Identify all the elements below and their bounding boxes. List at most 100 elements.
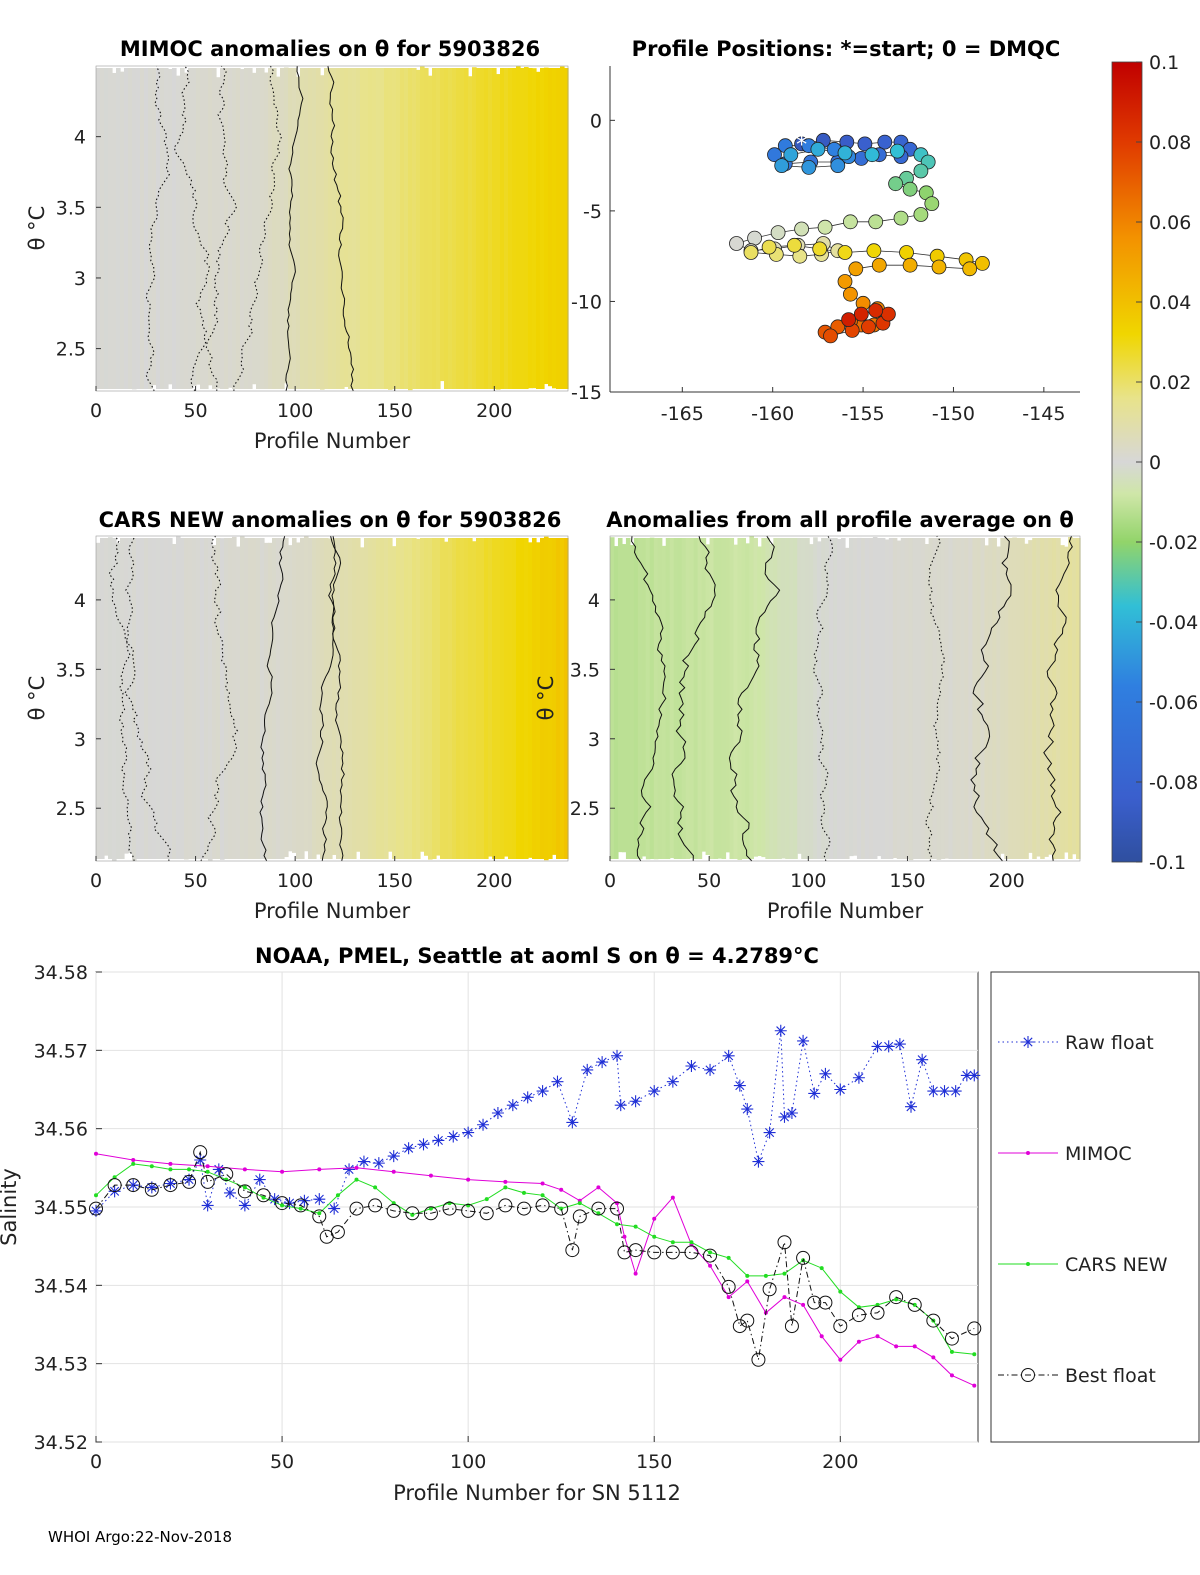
heatmap-column xyxy=(188,538,193,859)
star-marker xyxy=(462,1126,475,1139)
heatmap-column xyxy=(440,538,445,859)
heatmap-column xyxy=(212,68,217,389)
heatmap-column xyxy=(821,538,826,859)
heatmap-column xyxy=(296,76,301,389)
star-marker xyxy=(905,1100,918,1113)
colorbar-tick-label: -0.06 xyxy=(1149,692,1198,714)
positions-title: Profile Positions: *=start; 0 = DMQC xyxy=(632,37,1061,61)
circle-marker xyxy=(967,1321,982,1336)
star-marker xyxy=(145,1181,158,1194)
heatmap-column xyxy=(168,69,173,385)
heatmap-column xyxy=(1040,538,1045,859)
heatmap-column xyxy=(448,68,453,389)
dot-marker xyxy=(763,1273,768,1278)
star-marker xyxy=(566,1116,579,1129)
x-tick-label: 200 xyxy=(476,870,512,892)
heatmap-column xyxy=(1076,538,1081,859)
dot-marker xyxy=(931,1355,936,1360)
heatmap-column xyxy=(312,68,317,389)
heatmap-column xyxy=(829,538,834,859)
contour-line xyxy=(108,535,172,862)
dot-marker xyxy=(652,1216,657,1221)
heatmap-column xyxy=(220,68,225,389)
heatmap-column xyxy=(532,538,537,859)
heatmap-column xyxy=(472,67,477,389)
heatmap-column xyxy=(512,68,517,389)
heatmap-column xyxy=(176,536,181,859)
heatmap-column xyxy=(1060,545,1065,859)
heatmap-column xyxy=(845,547,850,859)
profile-marker xyxy=(747,230,762,246)
colorbar-tick-label: 0.06 xyxy=(1149,212,1191,234)
cars-contours xyxy=(108,535,345,862)
y-tick-label: -15 xyxy=(571,382,602,404)
heatmap-column xyxy=(276,76,281,390)
heatmap-column xyxy=(1028,540,1033,853)
heatmap-column xyxy=(868,538,874,859)
circle-marker xyxy=(368,1198,383,1213)
profile-marker xyxy=(888,176,903,192)
contour-line xyxy=(728,535,781,862)
profile-marker xyxy=(823,328,838,344)
circle-marker xyxy=(126,1178,141,1193)
star-marker xyxy=(477,1118,490,1131)
circle-marker xyxy=(870,1305,885,1320)
heatmap-column xyxy=(948,538,954,859)
profile-marker xyxy=(866,243,882,259)
heatmap-column xyxy=(681,538,687,859)
heatmap-column xyxy=(524,538,529,859)
heatmap-column xyxy=(196,68,201,385)
circle-marker xyxy=(349,1201,364,1216)
heatmap-column xyxy=(456,68,461,389)
profile-marker xyxy=(843,286,858,302)
circle-marker xyxy=(926,1313,941,1328)
heatmap-column xyxy=(204,538,209,859)
heatmap-column xyxy=(996,546,1001,859)
star-marker xyxy=(893,1038,906,1051)
dot-marker xyxy=(354,1177,359,1182)
contour-line xyxy=(631,535,667,862)
legend-box xyxy=(990,971,1200,1443)
star-marker xyxy=(819,1067,832,1080)
colorbar-tick-label: 0 xyxy=(1149,452,1161,474)
series-best-float xyxy=(89,1145,982,1367)
heatmap-column xyxy=(100,538,105,859)
heatmap-column xyxy=(673,538,679,859)
star-marker xyxy=(313,1193,326,1206)
salinity-panel: NOAA, PMEL, Seattle at aoml S on θ = 4.2… xyxy=(0,944,982,1505)
x-tick-label: 0 xyxy=(90,400,102,422)
star-marker xyxy=(432,1134,445,1147)
heatmap-column xyxy=(633,538,639,859)
heatmap-column xyxy=(188,68,193,389)
heatmap-column xyxy=(548,538,553,859)
legend-label: CARS NEW xyxy=(1065,1254,1168,1276)
heatmap-column xyxy=(753,538,758,857)
heatmap-column xyxy=(216,538,221,859)
heatmap-column xyxy=(416,69,421,389)
dot-marker xyxy=(633,1224,638,1229)
profile-marker xyxy=(881,306,896,322)
star-marker xyxy=(536,1085,549,1098)
x-tick-label: 0 xyxy=(604,870,616,892)
star-marker xyxy=(685,1060,698,1072)
legend: Raw float MIMOC CARS NEW Best float xyxy=(990,971,1200,1443)
circle-marker xyxy=(684,1245,699,1260)
heatmap-column xyxy=(528,68,533,389)
x-tick-label: 50 xyxy=(697,870,721,892)
dot-marker xyxy=(131,1158,136,1162)
heatmap-column xyxy=(396,68,401,389)
heatmap-column xyxy=(244,538,249,859)
heatmap-column xyxy=(360,68,365,389)
heatmap-column xyxy=(928,538,934,859)
heatmap-column xyxy=(236,546,241,859)
circle-marker xyxy=(565,1243,580,1258)
star-marker xyxy=(778,1110,791,1123)
heatmap-column xyxy=(212,545,217,859)
x-tick-label: 200 xyxy=(822,1451,858,1473)
heatmap-column xyxy=(148,538,153,859)
heatmap-column xyxy=(360,547,365,859)
star-marker xyxy=(387,1150,400,1163)
profile-marker xyxy=(843,214,858,230)
dot-marker xyxy=(622,1234,627,1239)
dot-marker xyxy=(745,1279,750,1284)
